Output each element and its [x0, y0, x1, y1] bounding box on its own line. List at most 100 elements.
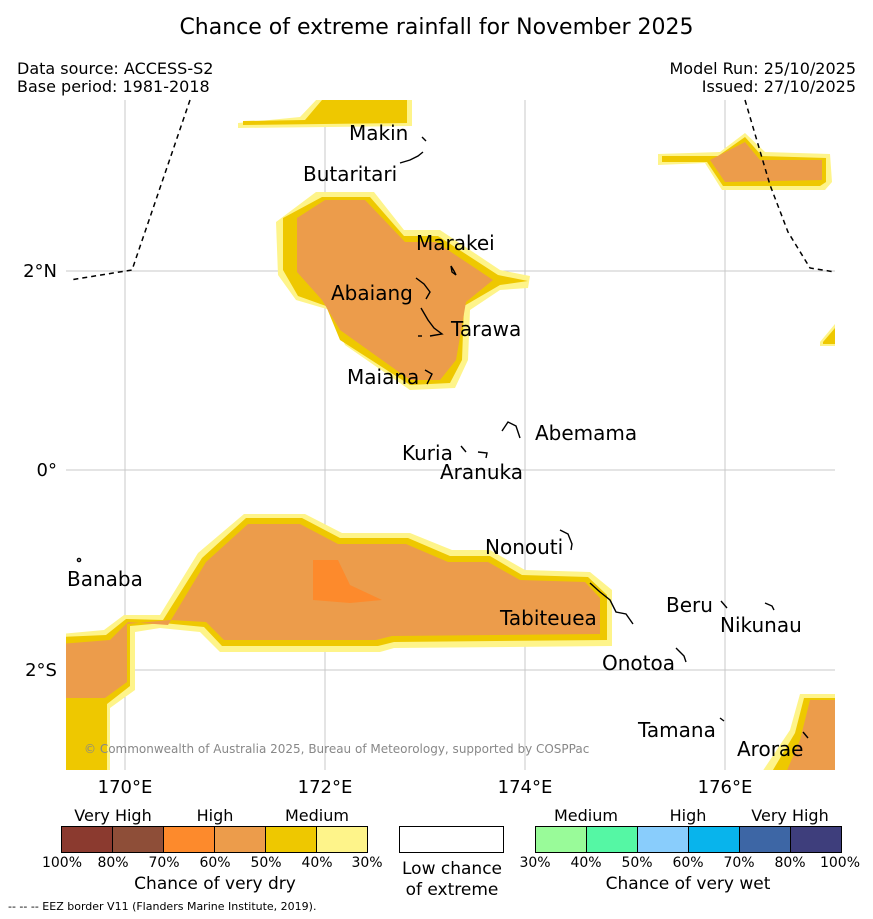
island-shape-butaritari	[399, 151, 424, 164]
island-shape-onotoa	[675, 647, 687, 663]
island-shape-maiana	[424, 369, 433, 385]
island-shape-aranuka	[477, 451, 488, 459]
island-shape-beru	[720, 600, 728, 609]
island-shape-nonouti	[559, 529, 573, 551]
dry-tick-60: 60%	[199, 855, 231, 871]
graticule	[66, 100, 835, 770]
lon-label-176e: 176°E	[698, 777, 753, 798]
base-period: Base period: 1981-2018	[17, 77, 210, 96]
region-east-fragment	[820, 324, 835, 346]
low-chance-label: Low chance of extreme	[390, 859, 514, 901]
island-label-aranuka: Aranuka	[440, 460, 523, 484]
region-north-central	[276, 192, 530, 390]
page-title: Chance of extreme rainfall for November …	[179, 15, 694, 40]
region-south	[66, 514, 612, 770]
island-label-kuria: Kuria	[402, 441, 453, 465]
wet-swatch-5	[739, 826, 791, 853]
dry-swatch-2	[112, 826, 164, 853]
wet-tick-50: 50%	[621, 855, 653, 871]
island-label-tarawa: Tarawa	[450, 317, 521, 341]
island-label-tamana: Tamana	[637, 718, 716, 742]
island-labels: Makin Butaritari Marakei Abaiang Tarawa …	[67, 121, 803, 761]
island-shape-abaiang	[415, 277, 431, 300]
island-outlines	[76, 136, 809, 739]
dry-swatch-4	[214, 826, 266, 853]
wet-tick-70: 70%	[723, 855, 755, 871]
dry-legend-title: Chance of very dry	[134, 874, 296, 894]
region-southeast	[763, 694, 835, 770]
region-northeast	[658, 133, 832, 190]
wet-group-medium: Medium	[554, 806, 618, 825]
island-label-nikunau: Nikunau	[720, 613, 802, 637]
data-info: Data source: ACCESS-S2 Base period: 1981…	[17, 60, 213, 96]
model-run: Model Run: 25/10/2025	[669, 59, 857, 78]
eez-border-east	[744, 99, 836, 273]
dry-tick-100: 100%	[41, 855, 83, 871]
island-shape-arorae	[802, 731, 809, 739]
region-makin	[238, 100, 412, 128]
eez-border-west	[69, 99, 191, 281]
island-label-abaiang: Abaiang	[331, 281, 413, 305]
dry-tick-30: 30%	[351, 855, 383, 871]
eez-borders	[69, 99, 836, 281]
island-shape-abemama	[501, 421, 521, 439]
wet-group-very-high: Very High	[751, 806, 829, 825]
low-chance-label-line1: Low chance	[402, 859, 502, 879]
island-label-butaritari: Butaritari	[303, 162, 397, 186]
dry-group-very-high: Very High	[74, 806, 152, 825]
lat-label-2n: 2°N	[23, 261, 57, 282]
rainfall-regions	[66, 100, 835, 770]
island-label-nonouti: Nonouti	[485, 535, 563, 559]
lon-label-174e: 174°E	[498, 777, 553, 798]
island-label-onotoa: Onotoa	[602, 651, 675, 675]
wet-swatch-3	[637, 826, 689, 853]
dry-group-medium: Medium	[285, 806, 349, 825]
dry-tick-40: 40%	[301, 855, 333, 871]
island-shape-nikunau	[764, 602, 775, 611]
island-shape-banaba	[76, 557, 82, 563]
wet-swatch-2	[586, 826, 638, 853]
data-source: Data source: ACCESS-S2	[17, 59, 214, 78]
copyright-notice: © Commonwealth of Australia 2025, Bureau…	[84, 742, 589, 756]
wet-tick-60: 60%	[672, 855, 704, 871]
longitude-labels: 170°E 172°E 174°E 176°E	[98, 777, 753, 798]
wet-tick-100: 100%	[819, 855, 861, 871]
island-shape-tarawa	[420, 307, 444, 337]
wet-tick-40: 40%	[570, 855, 602, 871]
dry-group-high: High	[196, 806, 234, 825]
dry-swatch-3	[163, 826, 215, 853]
wet-legend-title: Chance of very wet	[605, 874, 771, 894]
wet-swatch-1	[535, 826, 587, 853]
lon-label-172e: 172°E	[298, 777, 353, 798]
island-shape-makin	[421, 136, 427, 142]
wet-group-high: High	[669, 806, 707, 825]
island-label-arorae: Arorae	[737, 737, 803, 761]
island-label-maiana: Maiana	[347, 365, 419, 389]
island-shape-tamana	[719, 717, 725, 722]
lat-label-equator: 0°	[37, 460, 57, 481]
island-label-banaba: Banaba	[67, 567, 143, 591]
run-info: Model Run: 25/10/2025 Issued: 27/10/2025	[670, 60, 857, 96]
dry-tick-50: 50%	[250, 855, 282, 871]
island-shape-tabiteuea	[589, 582, 634, 625]
dry-swatch-1	[61, 826, 113, 853]
dry-tick-70: 70%	[148, 855, 180, 871]
low-chance-swatch	[399, 826, 504, 853]
lat-label-2s: 2°S	[25, 660, 57, 681]
latitude-labels: 2°N 0° 2°S	[23, 261, 57, 681]
low-chance-label-line2: of extreme	[405, 880, 499, 900]
dry-tick-80: 80%	[97, 855, 129, 871]
eez-footnote: -- -- -- EEZ border V11 (Flanders Marine…	[8, 900, 317, 913]
wet-tick-80: 80%	[774, 855, 806, 871]
lon-label-170e: 170°E	[98, 777, 153, 798]
island-label-makin: Makin	[349, 121, 408, 145]
issued-date: Issued: 27/10/2025	[701, 77, 856, 96]
wet-swatch-6	[790, 826, 842, 853]
island-label-tabiteuea: Tabiteuea	[499, 606, 597, 630]
dry-swatch-6	[316, 826, 368, 853]
island-shape-kuria	[460, 445, 467, 453]
island-label-beru: Beru	[666, 593, 713, 617]
island-shape-marakei	[450, 265, 457, 276]
dry-swatch-5	[265, 826, 317, 853]
